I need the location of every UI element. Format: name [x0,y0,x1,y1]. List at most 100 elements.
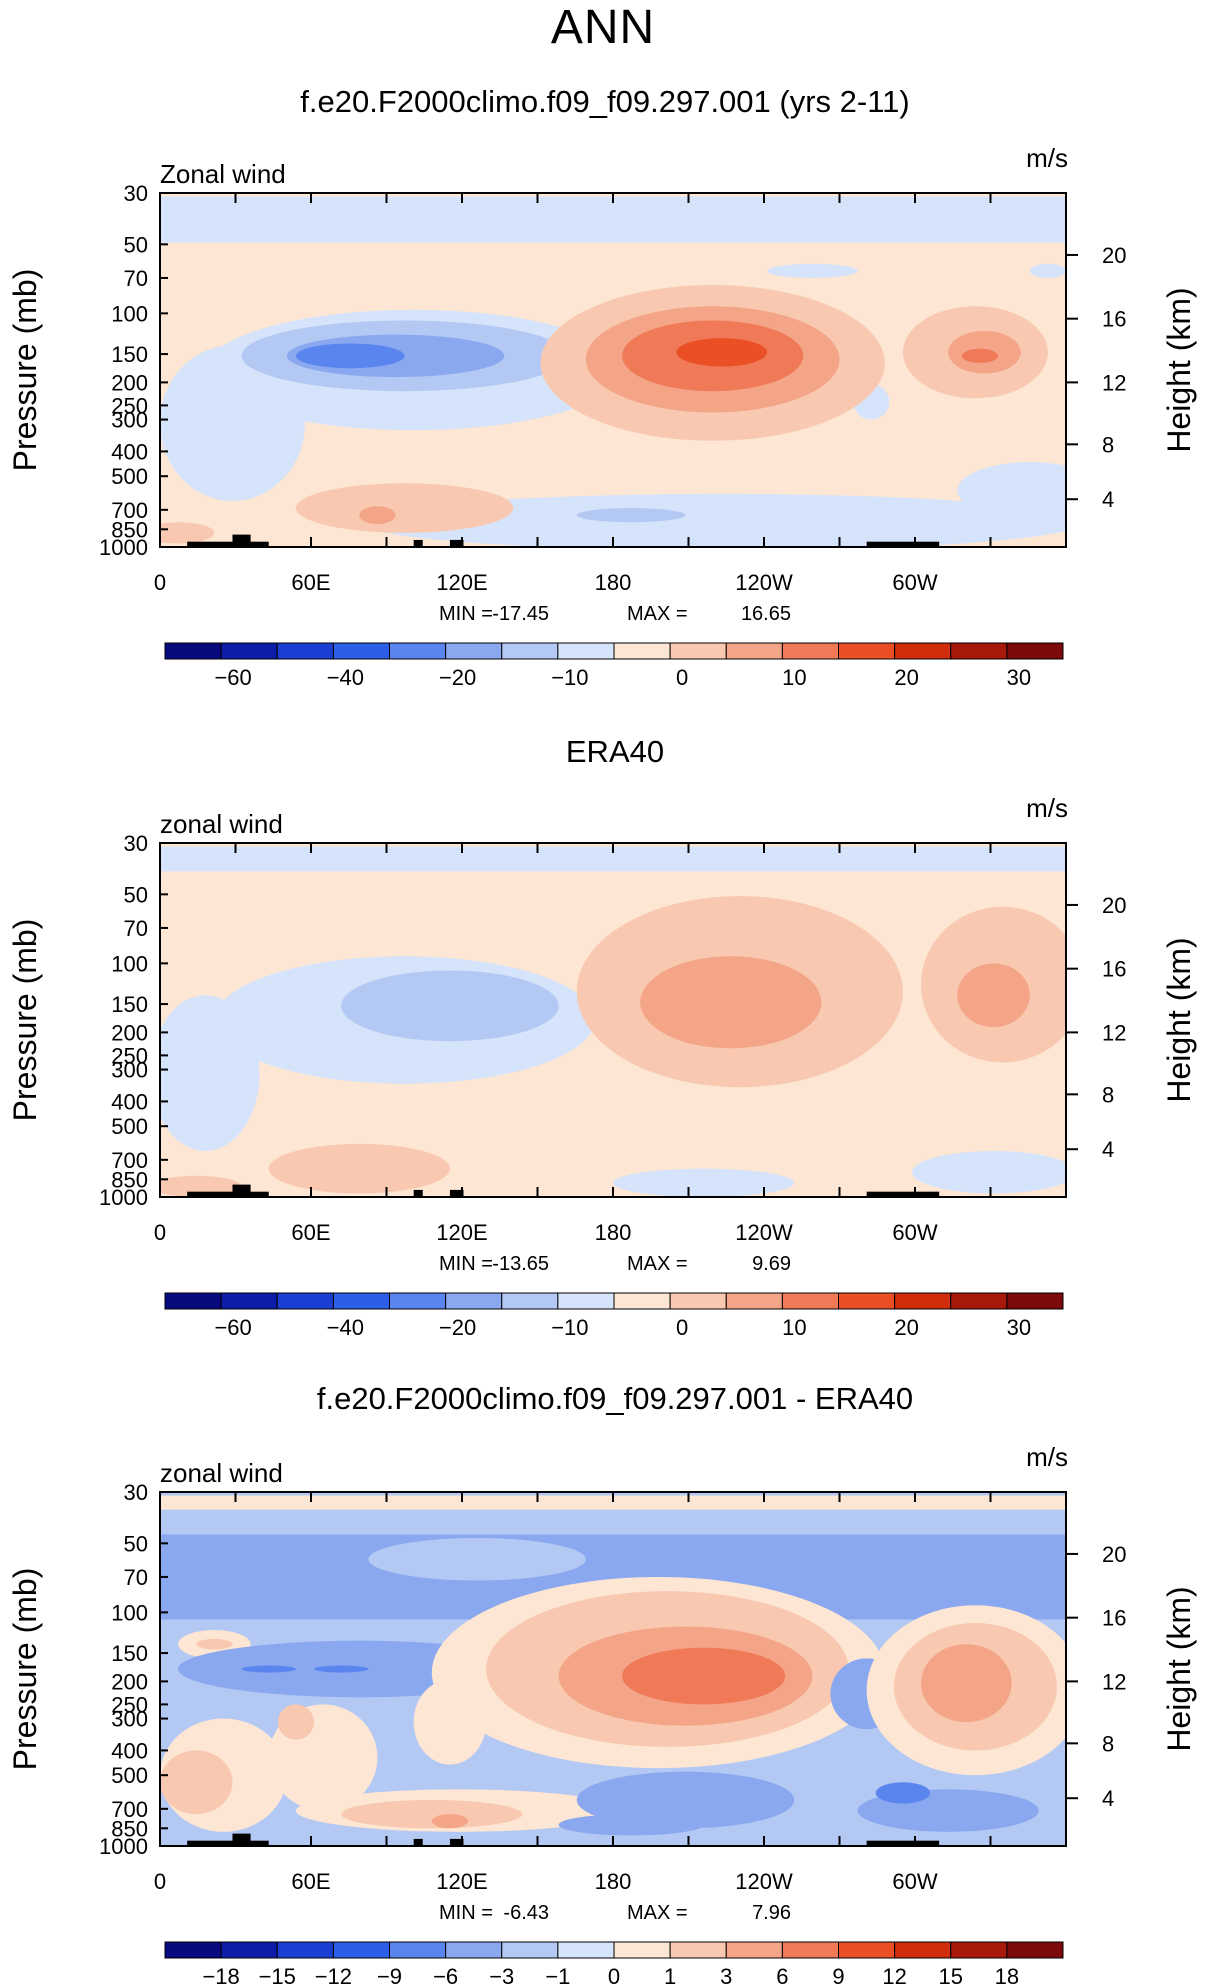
pressure-tick-label: 30 [124,1480,148,1505]
max-value: 7.96 [752,1902,791,1924]
contour-westerly-max [676,338,768,367]
min-value: -13.65 [492,1253,549,1275]
colorbar-label: −20 [439,1315,476,1340]
pressure-tick-label: 250 [111,1692,148,1717]
x-tick-label: 0 [154,570,166,595]
pressure-tick-label: 400 [111,1738,148,1763]
topography-mask [866,541,940,547]
chart-panel-difference: f.e20.F2000climo.f09_f09.297.001 - ERA40… [7,1381,1197,1987]
height-tick-label: 16 [1102,1606,1126,1631]
colorbar-label: 12 [882,1964,906,1987]
colorbar-swatch [838,1292,896,1310]
pressure-tick-label: 150 [111,992,148,1017]
contour-region [160,995,260,1151]
contour-region [613,1168,795,1197]
height-tick-label: 16 [1102,957,1126,982]
colorbar-swatch [725,642,783,660]
contour-region [295,483,514,533]
colorbar-swatch [613,642,671,660]
height-tick-label: 20 [1102,893,1126,918]
colorbar-swatch [332,642,390,660]
colorbar-swatch [164,1941,222,1959]
min-value: -17.45 [492,603,549,625]
contour-region [1029,263,1066,278]
colorbar-swatch [557,1292,615,1310]
pressure-tick-label: 100 [111,301,148,326]
pressure-tick-label: 100 [111,951,148,976]
chart-panel-era40: ERA40 0 60E 120E 180 120W 60W3050701001502002… [7,734,1197,1340]
colorbar-label: −3 [489,1964,514,1987]
colorbar-swatch [725,1941,783,1959]
contour-region [368,1538,586,1581]
x-tick-label: 180 [595,1220,632,1245]
colorbar-swatch [445,1941,503,1959]
panel-title: f.e20.F2000climo.f09_f09.297.001 (yrs 2-… [300,84,909,119]
max-label: MAX = [627,603,688,625]
colorbar-swatch [950,1292,1008,1310]
pressure-tick-label: 150 [111,1641,148,1666]
colorbar-swatch [220,642,278,660]
height-tick-label: 8 [1102,432,1114,457]
pressure-tick-label: 200 [111,1669,148,1694]
contour-region [341,970,559,1042]
max-value: 9.69 [752,1253,791,1275]
x-tick-label: 0 [154,1869,166,1894]
colorbar-swatch [501,642,559,660]
colorbar-swatch [669,642,727,660]
pressure-tick-label: 700 [111,1797,148,1822]
contour-region [160,1750,233,1815]
pressure-tick-label: 70 [124,1565,148,1590]
max-label: MAX = [627,1253,688,1275]
topography-mask [413,539,423,547]
contour-region [268,1143,450,1194]
pressure-tick-label: 300 [111,1707,148,1732]
topography-mask [187,1840,269,1846]
colorbar-swatch [276,1941,334,1959]
x-tick-label: 180 [595,570,632,595]
height-tick-label: 20 [1102,243,1126,268]
colorbar-swatch [332,1941,390,1959]
pressure-tick-label: 200 [111,1020,148,1045]
height-tick-label: 12 [1102,1669,1126,1694]
pressure-tick-label: 30 [124,181,148,206]
pressure-tick-label: 70 [124,266,148,291]
colorbar-label: −40 [327,1315,364,1340]
pressure-tick-label: 200 [111,370,148,395]
panel-title: f.e20.F2000climo.f09_f09.297.001 - ERA40 [317,1381,913,1416]
contour-region [957,963,1030,1028]
pressure-tick-label: 300 [111,1058,148,1083]
pressure-tick-label: 850 [111,1167,148,1192]
x-tick-label: 120E [436,1220,487,1245]
min-label: MIN = [439,603,493,625]
contour-region [921,1644,1012,1723]
contour-region [359,506,396,524]
colorbar-swatch [557,642,615,660]
height-tick-label: 4 [1102,487,1114,512]
colorbar-swatch [950,642,1008,660]
colorbar-swatch [389,1292,447,1310]
topography-mask [187,541,269,547]
colorbar-label: 30 [1007,1315,1031,1340]
colorbar-swatch [669,1292,727,1310]
colorbar-swatch [894,642,952,660]
contour-region [277,1704,315,1740]
y-axis-label-right: Height (km) [1161,937,1197,1102]
max-value: 16.65 [741,603,791,625]
pressure-tick-label: 850 [111,517,148,542]
y-axis-label-right: Height (km) [1161,287,1197,452]
x-tick-label: 120E [436,1869,487,1894]
chart-panel-model: f.e20.F2000climo.f09_f09.297.001 (yrs 2-… [7,84,1197,690]
colorbar-label: 10 [782,665,806,690]
contour-region [160,345,305,501]
colorbar-swatch [557,1941,615,1959]
contour-region [341,1799,523,1829]
contour-region [875,1782,931,1804]
colorbar-label: −60 [214,665,251,690]
colorbar-swatch [1006,642,1064,660]
x-tick-label: 180 [595,1869,632,1894]
x-tick-label: 60W [892,1220,937,1245]
colorbar-label: −12 [315,1964,352,1987]
pressure-tick-label: 500 [111,464,148,489]
pressure-tick-label: 50 [124,1531,148,1556]
pressure-tick-label: 250 [111,1043,148,1068]
